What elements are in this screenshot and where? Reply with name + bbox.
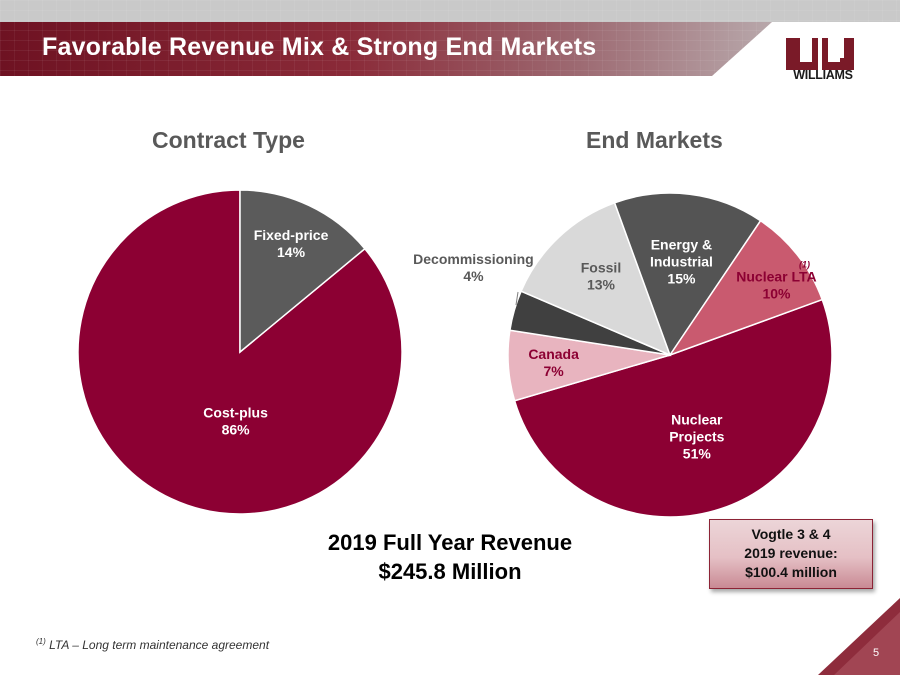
end-markets-title: End Markets — [586, 127, 723, 153]
pie-value-cost-plus: 86% — [222, 421, 251, 437]
vogtle-callout: Vogtle 3 & 4 2019 revenue: $100.4 millio… — [709, 519, 873, 589]
vogtle-callout-line3: $100.4 million — [745, 564, 837, 580]
pie-slice-nuclear-lta — [668, 219, 824, 357]
pie-footnote-marker-nuclear-lta: (1) — [799, 260, 810, 270]
pie-label-nuclear-projects-1: Projects — [669, 429, 724, 445]
pie-slice-fossil — [520, 201, 672, 357]
revenue-summary-line2: $245.8 Million — [378, 559, 522, 584]
pie-label-nuclear-projects-0: Nuclear — [671, 412, 723, 428]
pie-value-nuclear-projects: 51% — [683, 446, 712, 462]
pie-label-energy-industrial-1: Industrial — [650, 254, 713, 270]
contract-type-title: Contract Type — [152, 127, 305, 153]
pie-label-energy-industrial-0: Energy & — [651, 237, 712, 253]
decommissioning-leader-line — [515, 291, 519, 306]
pie-label-fossil-0: Fossil — [581, 260, 621, 276]
page-number: 5 — [873, 647, 880, 659]
pie-label-cost-plus-0: Cost-plus — [203, 404, 268, 420]
revenue-summary: 2019 Full Year Revenue $245.8 Million — [300, 528, 600, 586]
pie-value-energy-industrial: 15% — [667, 271, 696, 287]
logo-wordmark: WILLIAMS — [793, 68, 853, 82]
page-title: Favorable Revenue Mix & Strong End Marke… — [42, 33, 597, 61]
pie-value-canada: 7% — [543, 363, 564, 379]
vogtle-callout-line1: Vogtle 3 & 4 — [751, 526, 831, 542]
pie-label-nuclear-lta-0: Nuclear LTA — [736, 269, 816, 285]
pie-slice-energy-industrial — [613, 192, 762, 357]
pie-value-fixed-price: 14% — [277, 244, 306, 260]
header-background — [0, 0, 900, 76]
pie-slice-fixed-price — [239, 189, 366, 354]
vogtle-callout-line2: 2019 revenue: — [744, 545, 838, 561]
footnote-text: LTA – Long term maintenance agreement — [49, 638, 270, 652]
pie-label-fixed-price-0: Fixed-price — [254, 227, 329, 243]
pie-value-fossil: 13% — [587, 277, 616, 293]
williams-logo — [784, 36, 862, 74]
pie-value-decommissioning: 4% — [463, 268, 484, 284]
revenue-summary-line1: 2019 Full Year Revenue — [327, 530, 573, 555]
header-banner: Favorable Revenue Mix & Strong End Marke… — [0, 0, 900, 76]
pie-slice-nuclear-projects — [513, 298, 833, 518]
pie-label-canada-0: Canada — [528, 346, 579, 362]
pie-value-nuclear-lta: 10% — [762, 286, 791, 302]
footnote: (1) LTA – Long term maintenance agreemen… — [36, 637, 269, 652]
footnote-marker: (1) — [36, 637, 46, 646]
pie-label-decommissioning-0: Decommissioning — [413, 251, 534, 267]
